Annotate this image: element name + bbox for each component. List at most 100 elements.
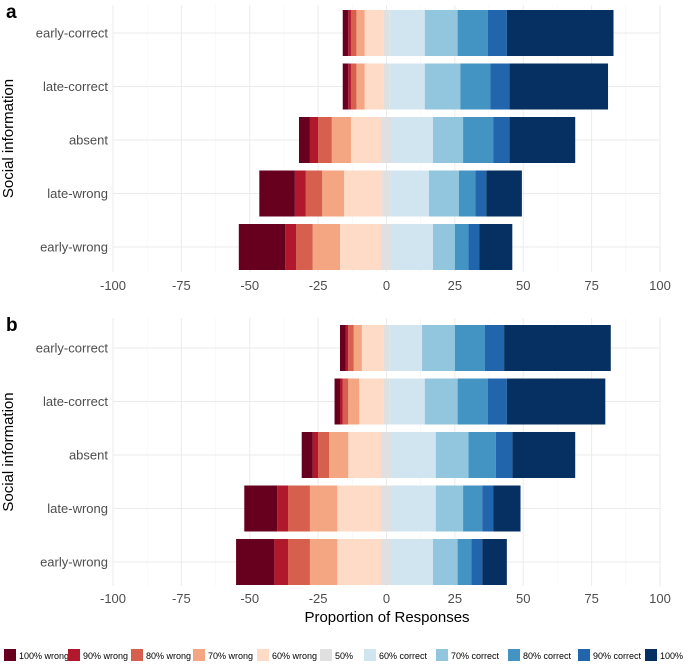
bar-segment-80-correct bbox=[454, 224, 469, 270]
legend-label: 100% correct bbox=[660, 651, 685, 661]
bar-segment-80-correct bbox=[463, 117, 494, 163]
bar-segment-60-correct bbox=[389, 63, 425, 110]
bar-segment-80-wrong bbox=[318, 432, 330, 478]
bar-segment-70-correct bbox=[435, 432, 469, 478]
legend: 100% wrong 90% wrong 80% wrong 70% wrong 60%… bbox=[4, 649, 685, 661]
bar-segment-50- bbox=[381, 432, 392, 478]
bar-segment-90-wrong bbox=[345, 325, 349, 371]
bar-segment-80-wrong bbox=[342, 378, 349, 425]
x-tick-label: 50 bbox=[516, 278, 530, 293]
legend-swatch bbox=[193, 649, 205, 661]
x-tick-label: 25 bbox=[448, 591, 462, 606]
bar-segment-60-wrong bbox=[337, 485, 382, 532]
bar-segment-90-correct bbox=[493, 117, 510, 163]
x-tick-label: -50 bbox=[240, 278, 259, 293]
bar-segment-60-correct bbox=[391, 432, 436, 478]
legend-label: 70% correct bbox=[451, 651, 500, 661]
bar-segment-100-wrong bbox=[236, 539, 275, 585]
bar-segment-90-wrong bbox=[340, 378, 343, 425]
x-tick-label: -50 bbox=[240, 591, 259, 606]
bar-segment-80-correct bbox=[457, 539, 472, 585]
x-tick-label: -100 bbox=[100, 278, 126, 293]
bar-segment-60-wrong bbox=[364, 10, 384, 56]
bar-segment-60-correct bbox=[390, 170, 429, 217]
bar-segment-80-correct bbox=[454, 325, 485, 371]
bar-segment-70-wrong bbox=[322, 170, 345, 217]
bar-segment-90-wrong bbox=[277, 485, 289, 532]
legend-swatch bbox=[508, 649, 520, 661]
bar-segment-50- bbox=[383, 63, 390, 110]
panel-label: b bbox=[6, 315, 18, 336]
legend-label: 90% correct bbox=[593, 651, 642, 661]
legend-swatch bbox=[4, 649, 16, 661]
bar-segment-70-correct bbox=[424, 63, 461, 110]
y-category-label: late-wrong bbox=[47, 501, 108, 516]
legend-swatch bbox=[68, 649, 80, 661]
bar-segment-80-correct bbox=[468, 432, 496, 478]
bar-segment-80-wrong bbox=[350, 63, 357, 110]
x-tick-label: -75 bbox=[172, 591, 191, 606]
bar-segment-50- bbox=[381, 224, 392, 270]
legend-label: 50% bbox=[335, 651, 353, 661]
bar-segment-60-correct bbox=[389, 10, 425, 56]
bar-segment-60-wrong bbox=[348, 432, 382, 478]
bar-segment-50- bbox=[382, 170, 391, 217]
legend-label: 80% correct bbox=[523, 651, 572, 661]
bar-segment-80-wrong bbox=[350, 10, 357, 56]
bar-segment-100-wrong bbox=[334, 378, 341, 425]
bar-segment-50- bbox=[381, 485, 392, 532]
bar-segment-80-correct bbox=[457, 10, 488, 56]
bar-segment-100-wrong bbox=[342, 63, 349, 110]
bar-segment-60-correct bbox=[389, 325, 423, 371]
x-tick-label: 50 bbox=[516, 591, 530, 606]
bar-segment-90-correct bbox=[487, 10, 507, 56]
bar-segment-70-wrong bbox=[331, 117, 351, 163]
bar-segment-100-wrong bbox=[340, 325, 346, 371]
bar-segment-70-correct bbox=[424, 378, 458, 425]
x-tick-label: -100 bbox=[100, 591, 126, 606]
bar-segment-90-wrong bbox=[294, 170, 306, 217]
bar-segment-90-correct bbox=[495, 432, 513, 478]
y-axis-title: Social information bbox=[0, 392, 17, 511]
bar-segment-100-wrong bbox=[244, 485, 278, 532]
bar-segment-80-correct bbox=[463, 485, 483, 532]
bar-segment-70-wrong bbox=[312, 224, 341, 270]
x-tick-label: 75 bbox=[584, 591, 598, 606]
bar-segment-70-wrong bbox=[356, 10, 365, 56]
bar-segment-80-wrong bbox=[348, 325, 354, 371]
y-category-label: late-correct bbox=[43, 79, 108, 94]
y-category-label: absent bbox=[69, 448, 108, 463]
bar-segment-60-correct bbox=[391, 117, 433, 163]
y-category-label: early-wrong bbox=[40, 555, 108, 570]
bar-segment-90-correct bbox=[475, 170, 487, 217]
bar-segment-70-correct bbox=[435, 485, 464, 532]
bar-segment-90-correct bbox=[490, 63, 510, 110]
legend-swatch bbox=[578, 649, 590, 661]
bar-segment-90-correct bbox=[482, 485, 494, 532]
bar-segment-90-wrong bbox=[309, 117, 319, 163]
bar-segment-90-correct bbox=[468, 224, 480, 270]
bar-segment-80-correct bbox=[457, 378, 488, 425]
bar-segment-80-wrong bbox=[296, 224, 313, 270]
legend-label: 60% correct bbox=[379, 651, 428, 661]
bar-segment-100-correct bbox=[509, 63, 609, 110]
bar-segment-50- bbox=[383, 325, 390, 371]
legend-label: 90% wrong bbox=[83, 651, 128, 661]
x-tick-label: -25 bbox=[309, 591, 328, 606]
panel-a: -100 -75 -50 -25 0 25 50 75 100 a Social informati… bbox=[0, 2, 671, 293]
bar-segment-60-wrong bbox=[340, 224, 382, 270]
bar-segment-70-wrong bbox=[309, 485, 338, 532]
bar-segment-100-correct bbox=[493, 485, 521, 532]
bar-segment-70-correct bbox=[422, 325, 455, 371]
bar-segment-90-wrong bbox=[348, 10, 351, 56]
bar-segment-70-wrong bbox=[309, 539, 338, 585]
legend-swatch bbox=[436, 649, 448, 661]
legend-swatch bbox=[257, 649, 269, 661]
bar-segment-80-wrong bbox=[288, 485, 310, 532]
bar-segment-100-correct bbox=[479, 224, 513, 270]
bar-segment-60-wrong bbox=[364, 63, 384, 110]
bar-segment-50- bbox=[381, 539, 392, 585]
bar-segment-70-wrong bbox=[348, 378, 360, 425]
bar-segment-60-wrong bbox=[359, 378, 384, 425]
